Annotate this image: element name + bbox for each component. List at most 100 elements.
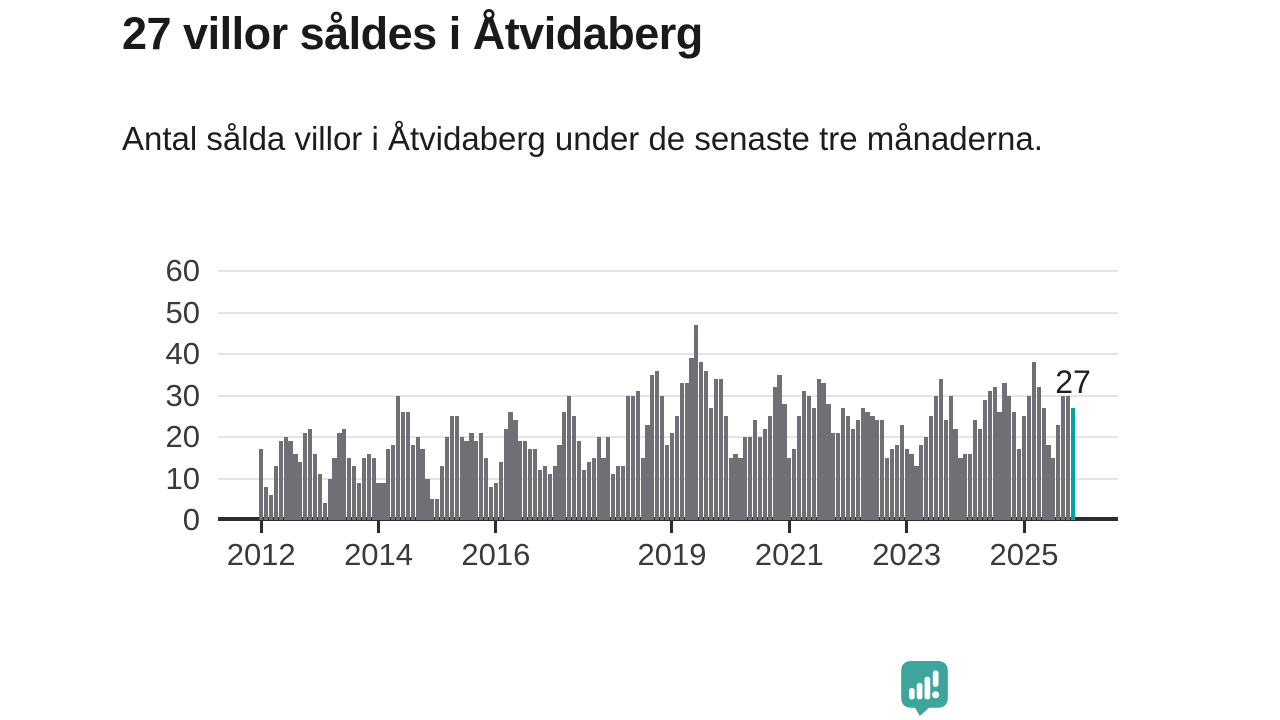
bar-2014-05 xyxy=(396,395,401,520)
bar-2019-05 xyxy=(689,358,694,520)
bar-2016-12 xyxy=(547,474,552,520)
bar-2017-10 xyxy=(596,437,601,520)
bar-2023-05 xyxy=(924,437,929,520)
bar-2012-02 xyxy=(263,486,269,520)
bar-2012-10 xyxy=(303,432,308,520)
bar-2015-10 xyxy=(479,432,484,520)
bar-2018-08 xyxy=(645,424,650,520)
bar-2021-03 xyxy=(797,416,802,520)
bar-2024-12 xyxy=(1017,449,1022,520)
bar-2013-08 xyxy=(352,466,357,520)
gridline-40 xyxy=(218,353,1118,356)
bar-2025-06 xyxy=(1046,445,1051,520)
bar-2015-01 xyxy=(435,499,440,520)
bar-2016-10 xyxy=(537,470,543,520)
bar-2013-01 xyxy=(317,474,322,520)
bar-2023-04 xyxy=(919,445,924,520)
bar-2014-09 xyxy=(415,437,420,520)
bar-2013-06 xyxy=(342,428,347,520)
bar-2025-04 xyxy=(1036,387,1041,520)
bar-2012-11 xyxy=(308,428,313,520)
bar-2018-06 xyxy=(635,391,640,520)
highlighted-bar-2025-11 xyxy=(1070,408,1076,520)
bar-2021-01 xyxy=(787,457,792,520)
bar-2015-02 xyxy=(440,466,445,520)
bar-2019-08 xyxy=(704,370,709,520)
speech-bubble-bar-chart-icon xyxy=(901,661,948,716)
bar-2019-06 xyxy=(694,325,699,520)
bar-2024-05 xyxy=(982,399,987,520)
bar-2022-04 xyxy=(860,408,865,520)
gridline-30 xyxy=(218,394,1118,397)
bar-2013-03 xyxy=(327,478,332,520)
x-axis-label-2012: 2012 xyxy=(226,537,296,572)
bar-2017-02 xyxy=(557,445,562,520)
bar-2017-04 xyxy=(567,395,572,520)
bar-2021-11 xyxy=(836,432,841,520)
bar-2021-12 xyxy=(841,408,846,520)
bar-2014-12 xyxy=(430,499,435,520)
bar-2017-09 xyxy=(591,457,596,520)
bar-2018-01 xyxy=(611,474,616,520)
bar-2020-08 xyxy=(762,428,767,520)
bar-2025-03 xyxy=(1031,362,1036,520)
bar-2016-09 xyxy=(532,449,538,520)
bar-2018-10 xyxy=(655,370,660,520)
bar-2024-04 xyxy=(977,428,983,520)
x-axis-label-2021: 2021 xyxy=(754,537,824,572)
bar-2021-06 xyxy=(811,408,816,520)
bar-2019-09 xyxy=(708,408,714,520)
bar-2014-01 xyxy=(376,482,381,520)
bar-2022-05 xyxy=(865,412,870,520)
bar-2017-08 xyxy=(586,461,591,520)
bar-2024-08 xyxy=(997,412,1002,520)
bar-2015-04 xyxy=(449,416,454,520)
bar-2020-01 xyxy=(728,457,733,520)
bar-2024-09 xyxy=(1002,383,1007,520)
y-axis-label-40: 40 xyxy=(165,336,200,372)
gridline-20 xyxy=(218,436,1118,439)
bar-2022-01 xyxy=(845,416,851,520)
bar-2023-01 xyxy=(904,449,909,520)
bar-2025-08 xyxy=(1056,424,1061,520)
page-title: 27 villor såldes i Åtvidaberg xyxy=(122,8,703,59)
bar-2022-07 xyxy=(875,420,880,520)
bar-2022-06 xyxy=(870,416,875,520)
y-axis-label-50: 50 xyxy=(165,294,200,330)
bar-2024-03 xyxy=(973,420,978,520)
bar-2022-12 xyxy=(899,424,904,520)
bar-2021-05 xyxy=(806,395,811,520)
bar-2018-07 xyxy=(640,457,645,520)
bar-2020-02 xyxy=(733,453,738,520)
bar-2021-02 xyxy=(792,449,797,520)
x-axis-tick-2025 xyxy=(1022,521,1026,533)
x-axis-label-2014: 2014 xyxy=(344,537,414,572)
bar-2020-10 xyxy=(772,387,777,520)
bar-2023-11 xyxy=(953,428,958,520)
bar-2018-12 xyxy=(664,445,670,520)
bar-2024-02 xyxy=(968,453,973,520)
bar-2022-02 xyxy=(850,428,855,520)
bar-2024-06 xyxy=(987,391,992,520)
y-axis-label-20: 20 xyxy=(165,419,200,455)
x-axis-tick-2019 xyxy=(670,521,674,533)
y-axis-label-0: 0 xyxy=(182,502,200,537)
x-axis-label-2019: 2019 xyxy=(637,537,707,572)
bar-2017-11 xyxy=(601,457,606,520)
bar-2012-05 xyxy=(278,441,283,520)
bar-2018-04 xyxy=(625,395,631,520)
x-axis-tick-2016 xyxy=(494,521,498,533)
bar-2013-02 xyxy=(322,503,327,520)
bar-2016-01 xyxy=(493,482,498,520)
x-axis-label-2016: 2016 xyxy=(461,537,531,572)
bar-2023-03 xyxy=(914,466,919,520)
y-axis-label-10: 10 xyxy=(165,460,200,496)
bar-2023-06 xyxy=(929,416,934,520)
gridline-60 xyxy=(218,270,1118,273)
bar-2025-09 xyxy=(1061,395,1066,520)
bar-2019-10 xyxy=(713,378,719,520)
y-axis-label-60: 60 xyxy=(165,253,200,289)
bar-2020-03 xyxy=(738,457,743,520)
bar-2021-04 xyxy=(801,391,807,520)
